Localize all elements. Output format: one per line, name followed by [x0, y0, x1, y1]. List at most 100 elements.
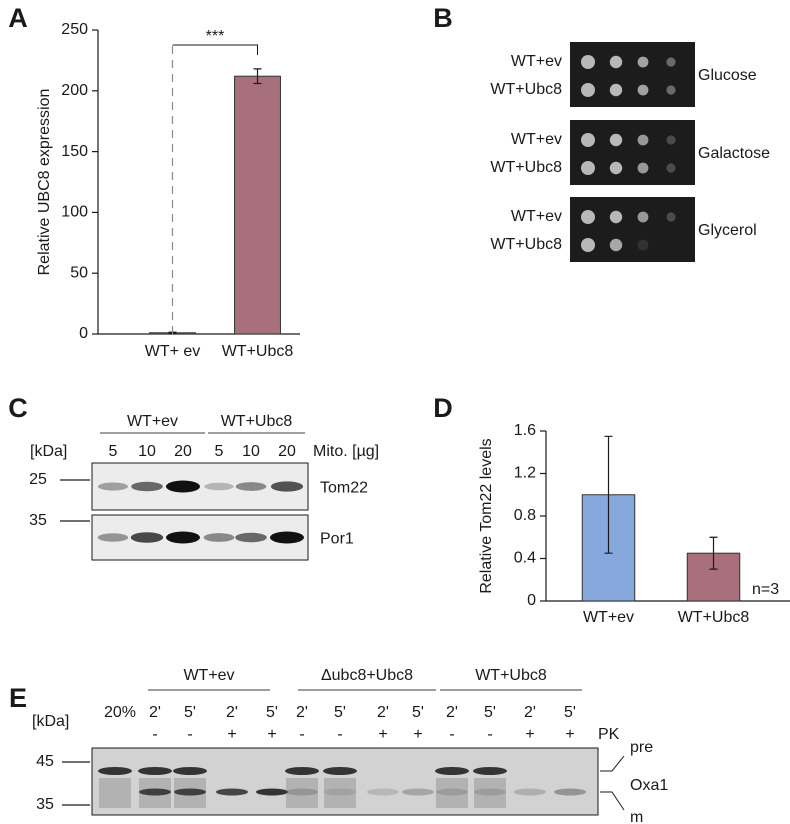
amount-unit: Mito. [µg]	[313, 443, 379, 460]
panel-letter: D	[433, 393, 453, 423]
spot	[666, 135, 676, 145]
time-label: 2'	[446, 704, 458, 721]
spot	[609, 83, 623, 97]
time-label: 5'	[334, 704, 346, 721]
time-label: 5'	[266, 704, 278, 721]
plate	[570, 42, 695, 107]
group-label: Δubc8+Ubc8	[321, 667, 413, 684]
significance-label: ***	[206, 28, 225, 45]
band	[367, 788, 399, 796]
band	[554, 788, 586, 796]
pk-sign: -	[449, 726, 454, 743]
group-label: WT+ev	[127, 413, 178, 430]
panel-letter: C	[8, 393, 28, 423]
pk-sign: -	[337, 726, 342, 743]
band	[166, 531, 200, 544]
band	[285, 767, 319, 775]
time-label: 5'	[564, 704, 576, 721]
spot	[666, 57, 676, 67]
band	[174, 788, 206, 796]
y-axis-label: Relative UBC8 expression	[36, 89, 53, 276]
error-bar	[709, 536, 718, 570]
amount-label: 10	[242, 443, 260, 460]
y-tick-label: 0.4	[514, 550, 536, 567]
spot	[637, 162, 649, 174]
pk-sign: -	[152, 726, 157, 743]
band-label: pre	[630, 739, 653, 756]
spot	[581, 55, 595, 69]
y-tick-label: 250	[61, 21, 88, 38]
time-label: 5'	[484, 704, 496, 721]
spot	[581, 238, 595, 252]
band	[139, 788, 171, 796]
condition-label: Galactose	[698, 145, 770, 162]
pk-sign: -	[487, 726, 492, 743]
pk-sign: +	[267, 726, 276, 743]
group-label: WT+Ubc8	[221, 413, 293, 430]
strain-label: WT+ev	[511, 208, 562, 225]
band	[256, 788, 288, 796]
band	[235, 532, 267, 543]
pk-sign: -	[299, 726, 304, 743]
spot	[609, 133, 623, 147]
y-tick-label: 200	[61, 82, 88, 99]
band	[204, 482, 234, 491]
band	[98, 767, 132, 775]
y-tick-label: 0	[527, 592, 536, 609]
band-pointer	[600, 755, 625, 811]
smear	[324, 778, 356, 808]
band	[324, 788, 356, 796]
band	[235, 482, 267, 491]
x-tick-label: WT+Ubc8	[222, 343, 294, 360]
bar	[234, 75, 281, 335]
spot	[637, 211, 649, 223]
pk-sign: +	[413, 726, 422, 743]
time-label: 2'	[377, 704, 389, 721]
strain-label: WT+Ubc8	[490, 159, 562, 176]
time-label: 5'	[184, 704, 196, 721]
band	[514, 788, 546, 796]
spot	[666, 212, 676, 222]
smear	[436, 778, 468, 808]
error-bar	[604, 435, 613, 554]
band	[203, 533, 235, 542]
marker-label: 45	[36, 753, 54, 770]
band	[436, 788, 468, 796]
spot	[666, 85, 676, 95]
protein-label: Tom22	[320, 480, 368, 497]
band	[474, 788, 506, 796]
amount-label: 10	[138, 443, 156, 460]
time-label: 5'	[412, 704, 424, 721]
band-label: Oxa1	[630, 777, 668, 794]
band	[402, 788, 434, 796]
pk-label: PK	[598, 726, 620, 743]
y-tick-label: 150	[61, 143, 88, 160]
spot	[666, 163, 676, 173]
strain-label: WT+Ubc8	[490, 81, 562, 98]
strain-label: WT+Ubc8	[490, 236, 562, 253]
band	[97, 533, 129, 542]
smear	[474, 778, 506, 808]
band	[270, 531, 304, 544]
spot	[609, 238, 623, 252]
spot	[637, 84, 649, 96]
kda-label: [kDa]	[30, 443, 67, 460]
x-tick-label: WT+ev	[583, 609, 634, 626]
input-label: 20%	[104, 704, 136, 721]
protein-label: Por1	[320, 531, 354, 548]
spot	[609, 55, 623, 69]
spot	[581, 83, 595, 97]
pk-sign: +	[525, 726, 534, 743]
spot	[581, 133, 595, 147]
pk-sign: -	[187, 726, 192, 743]
significance-bracket	[172, 44, 258, 55]
amount-label: 5	[215, 443, 224, 460]
group-label: WT+ev	[183, 667, 234, 684]
y-tick-label: 50	[70, 264, 88, 281]
y-axis-label: Relative Tom22 levels	[478, 438, 495, 593]
marker-label: 35	[29, 512, 47, 529]
spot	[637, 134, 649, 146]
band	[166, 480, 200, 493]
time-label: 2'	[296, 704, 308, 721]
condition-label: Glycerol	[698, 222, 757, 239]
